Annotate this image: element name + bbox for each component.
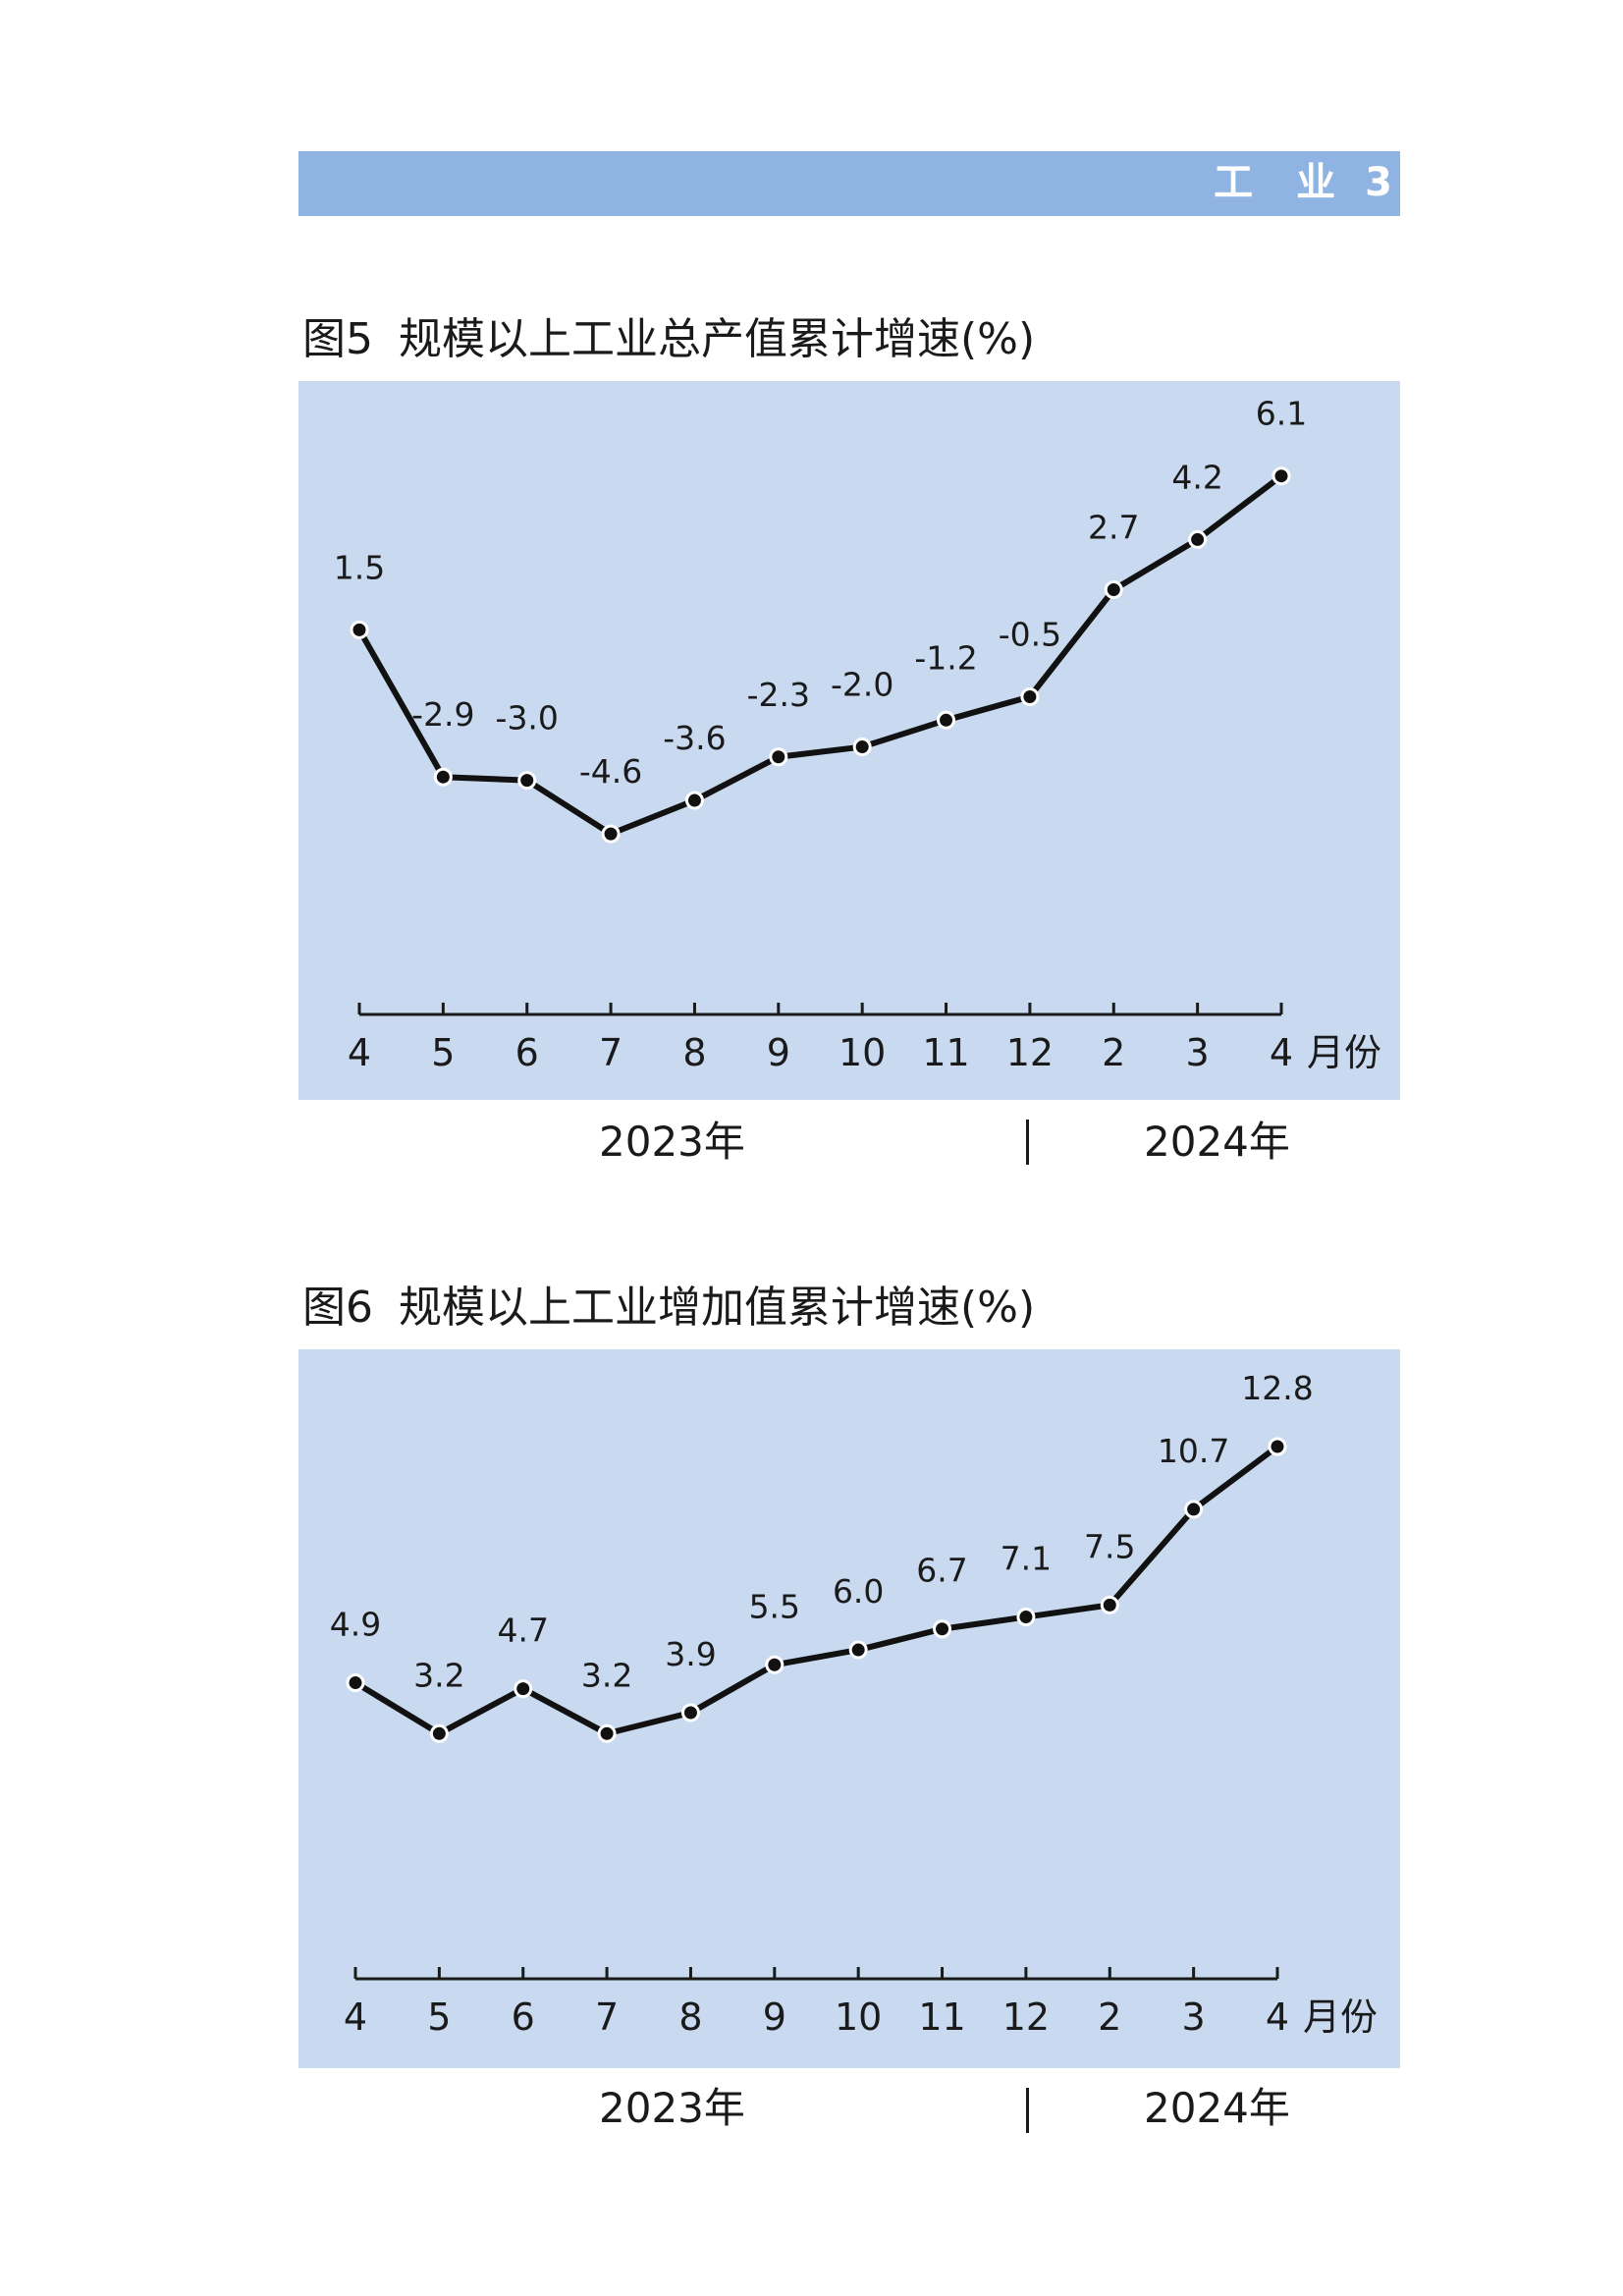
data-point [597,1723,617,1743]
x-tick-label: 8 [682,1031,706,1074]
x-tick-label: 9 [767,1031,790,1074]
data-label: 7.1 [1001,1540,1052,1578]
data-label: -4.6 [579,752,642,791]
figure-5-year-divider [1026,1120,1029,1165]
data-label: 12.8 [1241,1369,1313,1407]
x-tick-label: 3 [1182,1995,1206,2039]
data-label: 2.7 [1088,508,1139,546]
x-tick-label: 5 [431,1031,455,1074]
data-label: 3.2 [413,1656,464,1694]
data-label: -2.0 [831,666,893,704]
data-point [429,1723,449,1743]
figure-6-year-divider [1026,2088,1029,2133]
data-label: -1.2 [914,638,977,677]
figure-6-title-text: 规模以上工业增加值累计增速(%) [399,1283,1036,1333]
data-point [514,1679,533,1699]
figure-5-title-text: 规模以上工业总产值累计增速(%) [399,314,1036,364]
data-label: 6.1 [1256,395,1307,433]
figure-6-year-2024: 2024年 [1144,2084,1290,2132]
data-point [1016,1608,1036,1627]
x-tick-label: 6 [512,1995,535,2039]
figure-5-number: 图5 [302,314,373,364]
data-point [1184,1500,1204,1519]
x-tick-label: 11 [922,1031,969,1074]
figure-5-year-2023: 2023年 [599,1118,745,1166]
data-point [350,620,369,639]
x-tick-label: 10 [839,1031,886,1074]
figure-6-title: 图6 规模以上工业增加值累计增速(%) [302,1281,1035,1336]
x-tick-label: 2 [1098,1995,1121,2039]
x-tick-label: 7 [595,1995,619,2039]
figure-5-chart: 4 5 6 7 8 9 10 11 12 2 3 4 月份 1.5 -2.9 -3.0 -4.6 -3.6 -2.3… [334,395,1381,1074]
data-point [769,747,788,767]
data-point [346,1673,365,1693]
data-label: 3.9 [665,1635,716,1673]
data-label: 3.2 [581,1656,632,1694]
x-tick-label: 4 [1270,1031,1293,1074]
data-label: 6.0 [833,1572,884,1611]
data-label: -3.6 [663,719,726,757]
data-label: -2.3 [747,676,810,714]
x-tick-label: 4 [1266,1995,1289,2039]
data-point [433,767,453,787]
page-header: 工 业 3 [1214,159,1394,206]
x-tick-label: 5 [427,1995,451,2039]
data-point [1100,1595,1119,1614]
x-axis-unit: 月份 [1303,1995,1378,2039]
page-header-bar: 工 业 3 [298,151,1400,216]
x-tick-label: 12 [1006,1031,1054,1074]
data-label: -3.0 [496,699,559,738]
data-point [852,738,872,757]
data-point [933,1619,952,1639]
series-line [352,1443,1280,1737]
x-axis-unit: 月份 [1307,1031,1381,1074]
data-label: 1.5 [334,548,385,586]
data-label: 4.9 [330,1606,381,1644]
x-tick-label: 4 [344,1995,367,2039]
data-label: 4.2 [1171,458,1222,496]
x-tick-label: 8 [678,1995,702,2039]
data-point [1188,529,1208,549]
x-tick-label: 9 [763,1995,786,2039]
x-tick-label: 4 [348,1031,371,1074]
data-point [601,824,621,844]
data-point [937,710,956,730]
figure-5-year-2024: 2024年 [1144,1118,1290,1166]
x-tick-label: 10 [835,1995,882,2039]
x-tick-label: 2 [1102,1031,1125,1074]
data-point [1268,1437,1287,1456]
figure-6-chart: 4 5 6 7 8 9 10 11 12 2 3 4 月份 4.9 3.2 4.7 3.2 3.9 5.5 6.0 6.… [330,1369,1378,2039]
data-point [1104,579,1123,599]
header-section: 工 业 [1214,160,1338,205]
x-tick-label: 6 [515,1031,539,1074]
data-label: 5.5 [749,1587,800,1625]
series-line [356,472,1284,838]
data-label: -0.5 [999,615,1061,653]
x-tick-label: 11 [918,1995,965,2039]
header-page-number: 3 [1365,160,1394,205]
figure-6-number: 图6 [302,1283,373,1333]
data-point [684,791,704,810]
data-point [517,771,537,791]
figure-5-plot-area [298,381,1400,1100]
data-label: -2.9 [411,695,474,734]
x-tick-label: 3 [1186,1031,1210,1074]
data-label: 10.7 [1158,1432,1229,1470]
data-label: 7.5 [1084,1527,1135,1565]
data-label: 4.7 [497,1612,548,1650]
data-point [680,1703,700,1722]
data-label: 6.7 [916,1552,967,1590]
figure-6-year-2023: 2023年 [599,2084,745,2132]
x-tick-label: 12 [1002,1995,1050,2039]
data-point [848,1640,868,1660]
data-point [1271,466,1291,486]
x-tick-label: 7 [599,1031,622,1074]
data-point [1020,686,1040,706]
data-point [765,1655,784,1674]
figure-5-title: 图5 规模以上工业总产值累计增速(%) [302,312,1035,367]
